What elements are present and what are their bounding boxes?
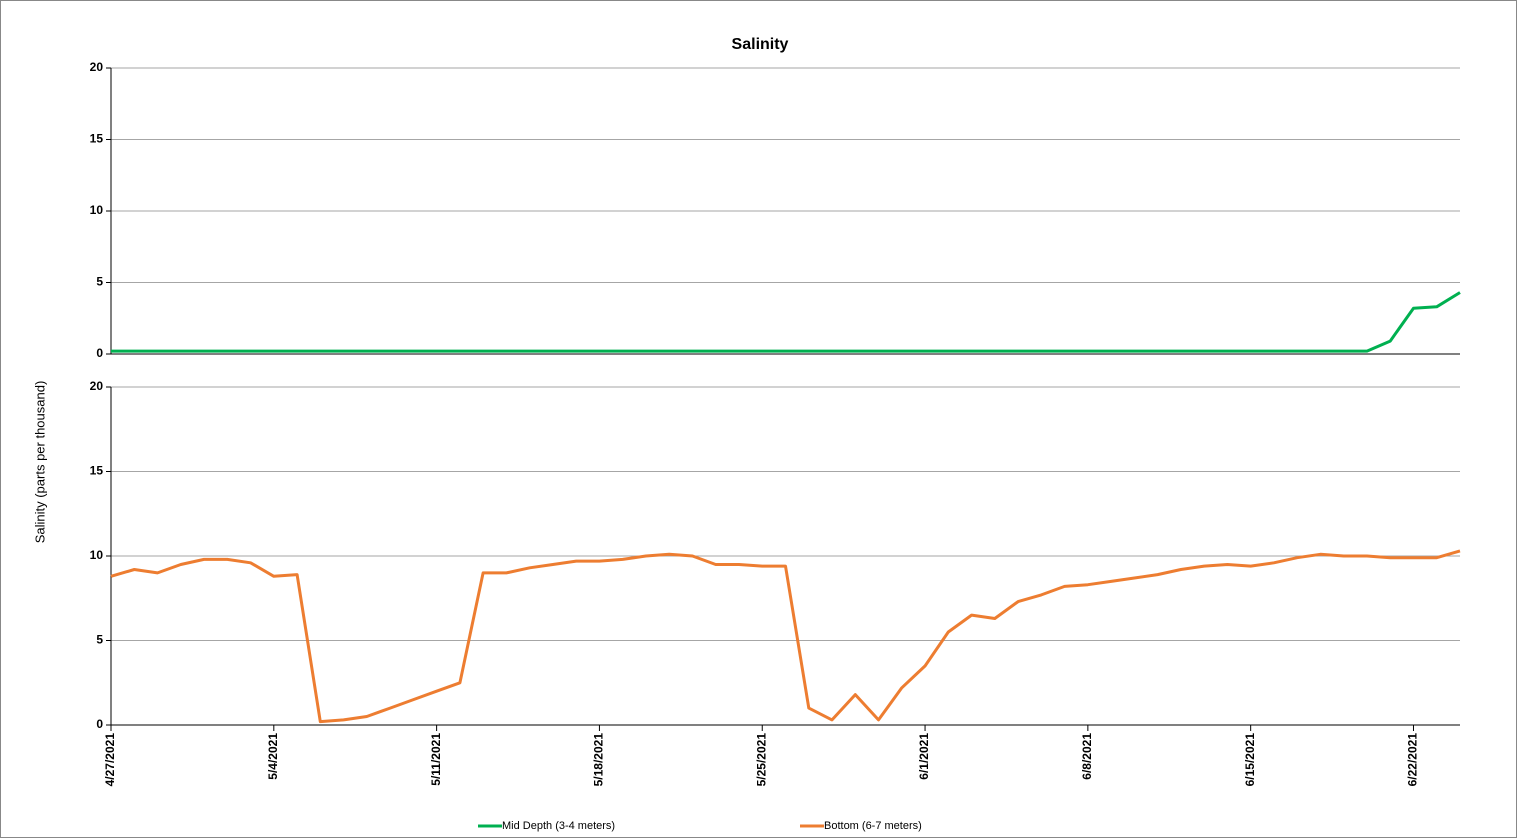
x-tick-label: 5/11/2021 — [429, 733, 443, 786]
y-tick-label: 15 — [90, 464, 104, 478]
y-tick-label: 10 — [90, 203, 104, 217]
series-line — [111, 291, 1461, 353]
y-tick-label: 0 — [96, 717, 103, 731]
x-tick-label: 6/22/2021 — [1406, 733, 1420, 787]
y-tick-label: 5 — [96, 275, 103, 289]
y-tick-label: 20 — [90, 379, 104, 393]
x-tick-label: 4/27/2021 — [103, 733, 117, 787]
y-tick-label: 5 — [96, 633, 103, 647]
y-tick-label: 15 — [90, 132, 104, 146]
x-tick-label: 6/15/2021 — [1243, 733, 1257, 787]
chart-title: Salinity — [732, 36, 789, 53]
legend-label: Mid Depth (3-4 meters) — [502, 820, 615, 832]
x-tick-label: 5/25/2021 — [754, 733, 768, 787]
y-tick-label: 10 — [90, 548, 104, 562]
y-axis-label: Salinity (parts per thousand) — [32, 381, 47, 544]
x-tick-label: 5/4/2021 — [266, 733, 280, 780]
y-tick-label: 0 — [96, 346, 103, 360]
legend-label: Bottom (6-7 meters) — [824, 820, 922, 832]
y-tick-label: 20 — [90, 60, 104, 74]
series-line — [110, 549, 1461, 724]
x-tick-label: 6/1/2021 — [917, 733, 931, 780]
x-tick-label: 6/8/2021 — [1080, 733, 1094, 780]
x-tick-label: 5/18/2021 — [592, 733, 606, 787]
